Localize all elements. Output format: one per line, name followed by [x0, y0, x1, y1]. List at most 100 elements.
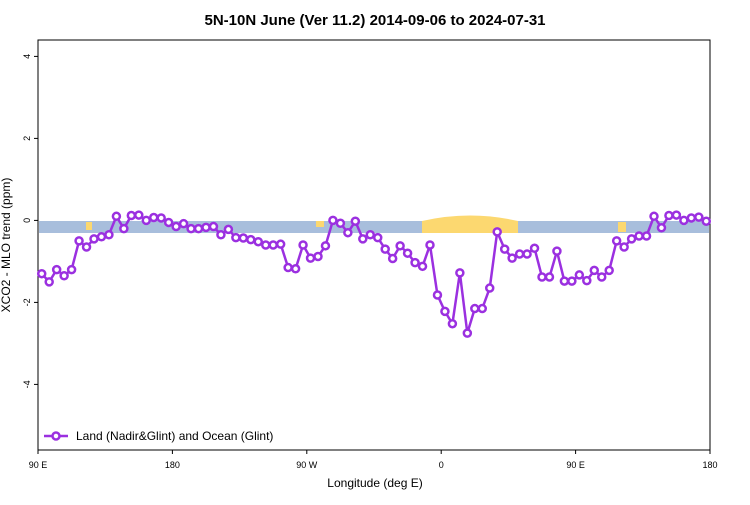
data-point	[634, 231, 644, 241]
x-tick-label: 90 E	[29, 460, 48, 470]
y-tick-label: 2	[22, 136, 32, 141]
data-point	[238, 233, 249, 243]
data-point	[372, 232, 383, 243]
data-point	[649, 211, 659, 222]
data-point	[544, 272, 555, 282]
data-point	[514, 249, 525, 259]
x-axis-label: Longitude (deg E)	[327, 476, 422, 490]
plot-frame	[37, 39, 711, 451]
data-point	[619, 242, 629, 252]
data-point	[447, 318, 458, 329]
data-point	[656, 223, 667, 233]
data-point	[432, 290, 443, 300]
data-point	[298, 240, 308, 250]
data-point	[552, 246, 562, 256]
data-point	[484, 283, 495, 293]
data-point	[260, 240, 271, 250]
data-point	[559, 276, 570, 286]
land-strip	[618, 222, 626, 232]
data-point	[104, 230, 114, 240]
data-point	[171, 221, 181, 232]
y-tick-label: -2	[22, 298, 32, 306]
land-strip	[422, 215, 518, 233]
data-point	[231, 232, 241, 243]
data-point	[111, 211, 122, 222]
data-point	[193, 223, 204, 234]
data-point	[380, 244, 390, 254]
data-point	[440, 306, 450, 317]
data-point	[402, 248, 413, 258]
data-point	[679, 215, 689, 226]
data-point	[335, 218, 346, 229]
data-point	[410, 257, 420, 268]
data-point	[126, 210, 137, 221]
y-axis-label: XCO2 - MLO trend (ppm)	[0, 178, 13, 313]
y-tick-label: 0	[22, 218, 32, 223]
land-strip	[86, 222, 92, 230]
data-point	[253, 236, 264, 247]
data-point	[328, 215, 338, 226]
data-point	[626, 234, 637, 244]
data-point	[81, 242, 92, 252]
data-point	[268, 240, 278, 250]
data-point	[208, 221, 219, 232]
data-point	[156, 213, 166, 223]
x-tick-label: 180	[165, 460, 180, 470]
data-point	[641, 231, 652, 241]
data-point	[223, 224, 234, 235]
data-point	[141, 215, 152, 226]
data-point	[701, 216, 712, 226]
data-point	[201, 222, 211, 233]
x-tick-label: 180	[702, 460, 717, 470]
data-point	[596, 272, 607, 282]
data-point	[589, 265, 600, 276]
data-point	[178, 218, 189, 229]
data-point	[51, 264, 62, 275]
data-point	[134, 210, 144, 220]
data-point	[89, 234, 99, 244]
data-point	[313, 251, 323, 262]
x-tick-label: 90 W	[296, 460, 318, 470]
chart-title: 5N-10N June (Ver 11.2) 2014-09-06 to 202…	[204, 12, 545, 29]
data-point	[567, 276, 577, 286]
data-point	[186, 223, 196, 234]
data-point	[604, 265, 614, 276]
data-point	[350, 216, 361, 226]
data-point	[74, 236, 84, 246]
data-point	[507, 253, 517, 263]
data-point	[694, 212, 704, 222]
x-tick-label: 0	[439, 460, 444, 470]
data-point	[664, 210, 674, 221]
data-point	[36, 268, 47, 279]
legend-label: Land (Nadir&Glint) and Ocean (Glint)	[76, 429, 273, 443]
data-point	[425, 240, 435, 250]
data-point	[537, 272, 547, 282]
data-point	[148, 212, 159, 223]
data-point	[574, 270, 585, 280]
data-point	[320, 241, 331, 251]
y-tick-label: 4	[22, 54, 32, 59]
data-point	[246, 234, 256, 245]
land-strip	[316, 221, 324, 227]
data-point	[119, 223, 129, 234]
data-point	[387, 253, 398, 264]
x-tick-label: 90 E	[566, 460, 585, 470]
surface-strip	[39, 221, 709, 233]
data-point	[477, 303, 488, 314]
data-point	[343, 227, 353, 238]
data-point	[305, 253, 316, 263]
data-point	[59, 271, 69, 281]
data-point	[470, 303, 480, 314]
data-point	[275, 239, 286, 249]
data-point	[365, 230, 376, 240]
data-point	[44, 277, 54, 287]
data-point	[395, 241, 405, 251]
data-point	[96, 232, 107, 242]
data-point	[358, 234, 368, 244]
data-point	[686, 213, 697, 223]
data-point	[611, 236, 622, 246]
data-point	[455, 268, 465, 278]
data-point	[582, 275, 592, 286]
data-point	[499, 244, 510, 254]
data-point	[283, 262, 293, 273]
